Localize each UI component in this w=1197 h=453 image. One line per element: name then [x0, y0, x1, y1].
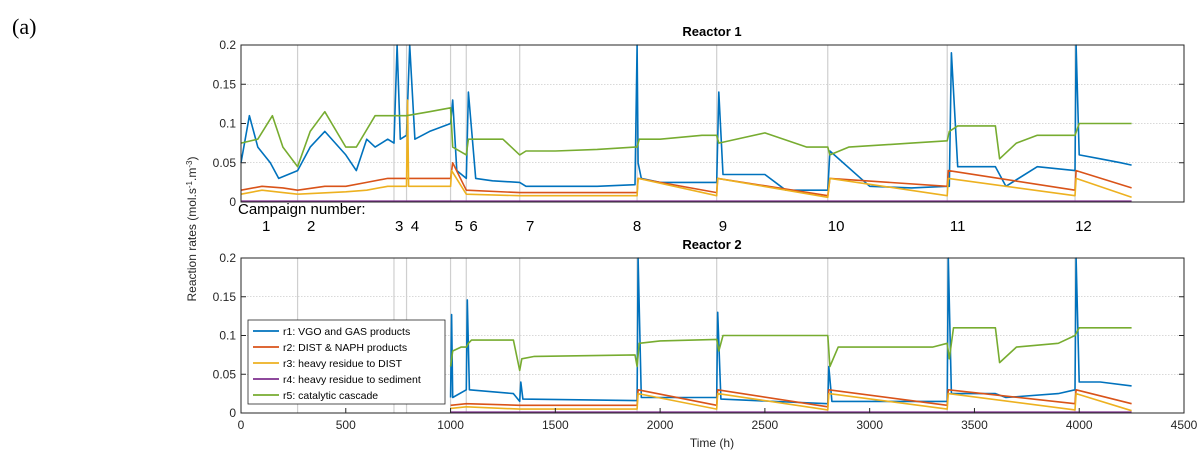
reactor-2-x-ticks: 0 500 1000 1500 2000 2500 3000 3500 4000 4500 [238, 408, 1197, 432]
x-tick-label: 3500 [961, 418, 988, 432]
reactor-1-title: Reactor 1 [682, 24, 741, 39]
campaign-number: 5 [455, 218, 463, 235]
campaign-number: 3 [395, 218, 403, 235]
campaign-number: 7 [526, 218, 534, 235]
reactor-1-y-ticks: 0 0.05 0.1 0.15 0.2 [213, 38, 1184, 209]
x-tick-label: 4000 [1066, 418, 1093, 432]
legend: r1: VGO and GAS products r2: DIST & NAPH … [247, 319, 446, 405]
series-line-r1-reactor-2 [449, 257, 1132, 405]
y-axis-label: Reaction rates (mol.s-1.m-3) [185, 157, 199, 302]
y-tick-label: 0.15 [213, 290, 237, 304]
y-tick-label: 0.05 [213, 156, 237, 170]
x-tick-label: 500 [336, 418, 356, 432]
legend-label-r3: r3: heavy residue to DIST [283, 358, 403, 370]
reactor-1-chart: 0 0.05 0.1 0.15 0.2 Reactor 1 [213, 24, 1185, 209]
y-tick-label: 0.2 [219, 251, 236, 265]
x-tick-label: 0 [238, 418, 245, 432]
campaign-number: 11 [950, 218, 966, 235]
reactor-2-title: Reactor 2 [682, 237, 741, 252]
y-tick-label: 0.2 [219, 38, 236, 52]
campaign-number: 6 [469, 218, 477, 235]
campaign-number: 2 [307, 218, 315, 235]
campaign-number: 10 [828, 218, 845, 235]
legend-label-r2: r2: DIST & NAPH products [283, 342, 407, 354]
series-line-r2-reactor-2 [450, 388, 1132, 408]
series-line-r3-reactor-2 [450, 392, 1132, 412]
x-tick-label: 2000 [647, 418, 674, 432]
campaign-number: 9 [719, 218, 727, 235]
series-line-r5-reactor-1 [240, 107, 1132, 168]
campaign-number: 4 [411, 218, 419, 235]
reactor-2-series [449, 257, 1132, 414]
y-tick-label: 0.1 [219, 329, 236, 343]
campaign-number: 1 [262, 218, 270, 235]
series-line-r3-reactor-1 [240, 99, 1132, 199]
campaign-label: Campaign number: [238, 201, 366, 218]
x-tick-label: 1000 [437, 418, 464, 432]
y-tick-label: 0 [229, 195, 236, 209]
x-tick-label: 4500 [1171, 418, 1197, 432]
x-tick-label: 1500 [542, 418, 569, 432]
series-line-r5-reactor-2 [449, 326, 1132, 372]
series-line-r1-reactor-1 [240, 44, 1132, 191]
campaign-number: 8 [633, 218, 641, 235]
reactor-2-y-ticks: 0 0.05 0.1 0.15 0.2 [213, 251, 1184, 420]
y-tick-label: 0 [229, 406, 236, 420]
x-axis-label: Time (h) [690, 436, 734, 450]
reactor-1-series [240, 44, 1132, 202]
y-axis-label-end: ) [185, 157, 199, 161]
campaign-number: 12 [1075, 218, 1092, 235]
legend-label-r4: r4: heavy residue to sediment [283, 374, 421, 386]
y-axis-label-main: Reaction rates (mol.s [185, 188, 199, 301]
legend-label-r5: r5: catalytic cascade [283, 390, 378, 402]
campaign-numbers: 1 2 3 4 5 6 7 8 9 10 11 12 [262, 218, 1092, 235]
y-tick-label: 0.15 [213, 77, 237, 91]
legend-label-r1: r1: VGO and GAS products [283, 326, 410, 338]
y-axis-label-sup2: -3 [185, 160, 194, 168]
x-tick-label: 3000 [856, 418, 883, 432]
y-axis-label-sup1: -1 [185, 180, 194, 188]
x-tick-label: 2500 [752, 418, 779, 432]
y-axis-label-mid: .m [185, 168, 199, 181]
y-tick-label: 0.05 [213, 367, 237, 381]
y-tick-label: 0.1 [219, 117, 236, 131]
panel-label: (a) [12, 14, 37, 39]
